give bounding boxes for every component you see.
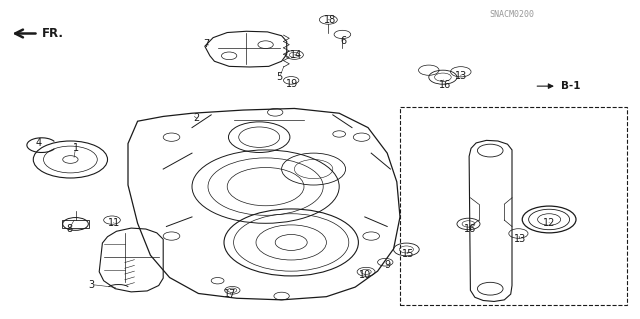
- Text: 10: 10: [358, 270, 371, 280]
- Text: 16: 16: [464, 224, 477, 234]
- Text: 15: 15: [401, 249, 414, 259]
- Text: 16: 16: [438, 79, 451, 90]
- Text: 8: 8: [66, 224, 72, 234]
- Text: 9: 9: [384, 260, 390, 271]
- Text: 17: 17: [224, 289, 237, 299]
- Text: 18: 18: [323, 15, 336, 25]
- Bar: [400, 107, 627, 305]
- Bar: [62, 220, 89, 228]
- Text: 5: 5: [276, 72, 283, 82]
- Text: 6: 6: [340, 36, 347, 47]
- Text: 4: 4: [35, 138, 42, 148]
- Text: 19: 19: [286, 78, 299, 89]
- Text: 11: 11: [108, 218, 120, 228]
- Text: 13: 13: [454, 71, 467, 81]
- Text: 14: 14: [290, 50, 303, 60]
- Text: FR.: FR.: [42, 27, 63, 40]
- Text: B-1: B-1: [561, 81, 580, 91]
- Text: 2: 2: [193, 113, 200, 123]
- Text: 13: 13: [513, 234, 526, 244]
- Text: SNACM0200: SNACM0200: [490, 10, 534, 19]
- Text: 7: 7: [204, 39, 210, 49]
- Text: 3: 3: [88, 279, 95, 290]
- Text: 12: 12: [543, 218, 556, 228]
- Text: 1: 1: [72, 143, 79, 153]
